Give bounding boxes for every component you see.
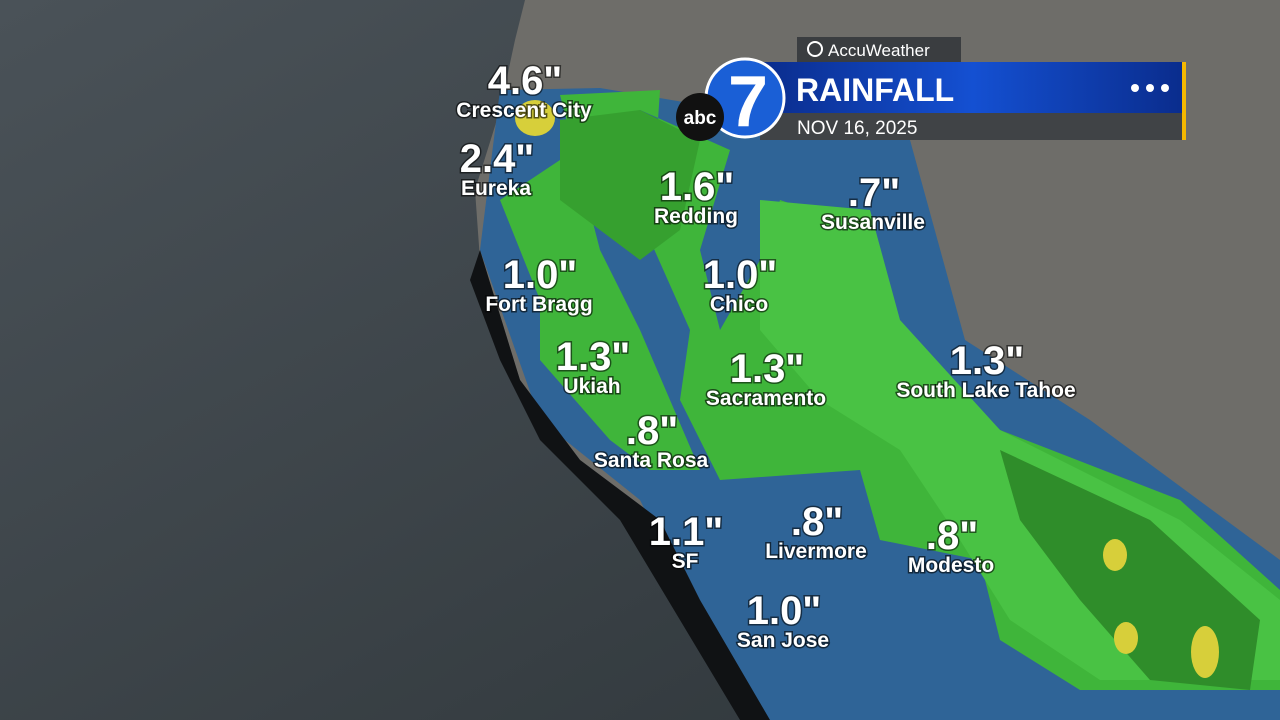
- rain-amount: 1.1": [649, 510, 724, 554]
- rain-amount: 2.4": [460, 137, 535, 181]
- rain-amount: .8": [626, 409, 678, 453]
- network: abc: [684, 108, 717, 129]
- coastline: [470, 250, 770, 720]
- rain-max: [1103, 539, 1127, 571]
- rain-max: [515, 100, 555, 136]
- brand-box: [797, 37, 961, 62]
- rain-amount: .8": [791, 500, 843, 544]
- city-name: Crescent City: [456, 99, 592, 122]
- city-name: South Lake Tahoe: [896, 379, 1075, 402]
- city-name: Sacramento: [706, 387, 826, 410]
- city-name: Modesto: [908, 554, 994, 577]
- rain-heavy: [1000, 450, 1260, 690]
- city-name: Eureka: [461, 177, 531, 200]
- menu-dot[interactable]: [1131, 84, 1139, 92]
- menu-dot[interactable]: [1146, 84, 1154, 92]
- city-name: Ukiah: [563, 375, 620, 398]
- rain-moderate: [560, 110, 700, 260]
- rain-amount: 1.3": [556, 335, 631, 379]
- rain-max: [1191, 626, 1219, 678]
- city-name: Redding: [654, 205, 738, 228]
- rain-amount: 1.0": [503, 253, 578, 297]
- rain-amount: 1.0": [703, 253, 778, 297]
- city-name: SF: [672, 550, 699, 573]
- menu-dot[interactable]: [1161, 84, 1169, 92]
- rain-amount: 1.0": [747, 589, 822, 633]
- title: RAINFALL: [796, 72, 954, 108]
- date: NOV 16, 2025: [797, 118, 917, 139]
- rain-amount: 1.3": [730, 347, 805, 391]
- date-bar: [760, 113, 1185, 140]
- brand: AccuWeather: [828, 41, 930, 60]
- city-name: Livermore: [765, 540, 867, 563]
- brand-icon: [807, 41, 823, 57]
- accent: [1182, 62, 1186, 140]
- rain-amount: 4.6": [488, 59, 563, 103]
- rain-max: [1114, 622, 1138, 654]
- channel: 7: [728, 62, 768, 142]
- city-name: San Jose: [737, 629, 829, 652]
- city-name: Chico: [710, 293, 768, 316]
- title-bar: [760, 62, 1185, 113]
- city-name: Fort Bragg: [485, 293, 592, 316]
- city-name: Santa Rosa: [594, 449, 709, 472]
- rain-amount: 1.6": [660, 165, 735, 209]
- city-name: Susanville: [821, 211, 925, 234]
- rain-amount: .7": [848, 171, 900, 215]
- rain-amount: .8": [926, 514, 978, 558]
- rain-amount: 1.3": [950, 339, 1025, 383]
- network-logo: [676, 93, 724, 141]
